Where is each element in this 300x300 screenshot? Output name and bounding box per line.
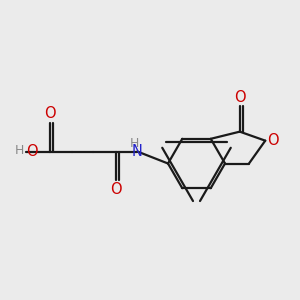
Text: O: O [26,144,38,159]
Text: O: O [44,106,55,122]
Text: O: O [267,133,278,148]
Text: N: N [132,144,143,159]
Text: O: O [110,182,121,196]
Text: O: O [234,90,246,105]
Text: H: H [15,144,24,157]
Text: H: H [130,137,139,150]
